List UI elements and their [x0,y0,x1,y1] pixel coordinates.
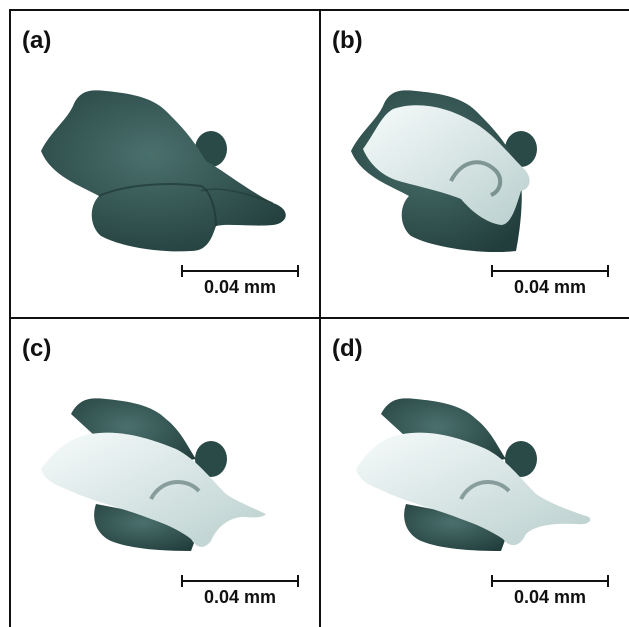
scale-bar-tick-left [491,575,493,587]
panel-b-shape [351,90,537,253]
scale-bar-label: 0.04 mm [203,587,277,607]
scale-bar-label: 0.04 mm [513,277,587,297]
scale-bar-line [491,270,609,272]
scale-bar-tick-left [181,265,183,277]
scale-bar-tick-right [297,575,299,587]
scale-bar-label: 0.04 mm [203,277,277,297]
scale-bar-tick-right [607,575,609,587]
frame-center [9,317,629,319]
panel-a-shape [41,90,286,252]
scale-bar-line [181,580,299,582]
panel-d: (d) 0.04 mm [321,319,629,627]
panel-b: (b) 0.04 mm [321,11,629,317]
scale-bar-tick-left [491,265,493,277]
scale-bar-line [181,270,299,272]
scale-bar-tick-right [297,265,299,277]
scale-bar-line [491,580,609,582]
panel-label: (b) [332,27,363,54]
scale-bar-tick-left [181,575,183,587]
panel-c: (c) 0.04 mm [11,319,319,627]
scale-bar-tick-right [607,265,609,277]
panel-c-shape [41,398,266,551]
panel-a: (a) 0.04 mm [11,11,319,317]
scale-bar-label: 0.04 mm [513,587,587,607]
panel-label: (a) [22,27,52,54]
figure-grid: (a) 0.04 mm (b) [9,9,629,627]
panel-label: (c) [22,335,52,362]
panel-label: (d) [332,335,363,362]
panel-d-shape [356,398,591,551]
